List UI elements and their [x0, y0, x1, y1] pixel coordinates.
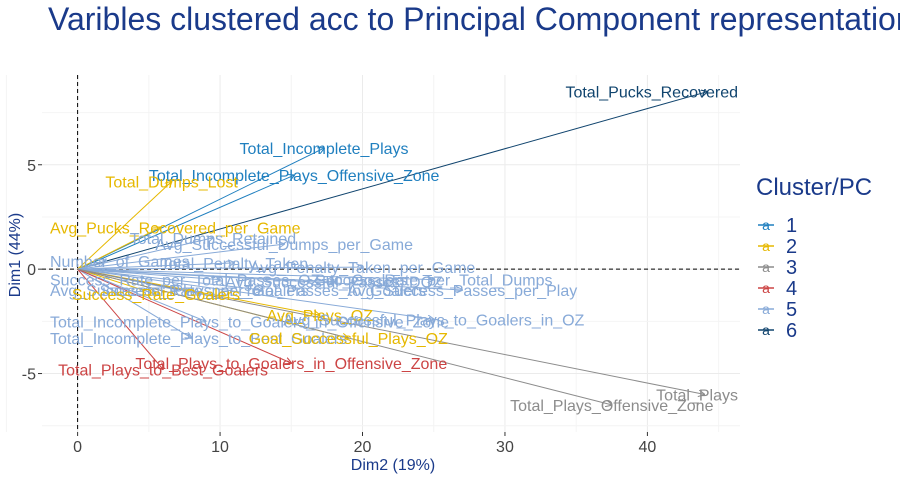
variable-label: Total_Plays_Offensive_Zone: [510, 398, 713, 415]
variable-arrow: [77, 268, 463, 290]
variable-arrow: [77, 268, 705, 394]
y-tick-label: 0: [27, 262, 36, 279]
x-tick-label: 30: [496, 439, 514, 456]
variable-label: Success_Rate_per_Total_Passes_OZ_to_Goal…: [50, 273, 408, 290]
variable-arrow: [77, 268, 192, 338]
variable-arrow: [77, 92, 708, 270]
variable-arrow: [77, 175, 295, 270]
variable-label: Total_Incomplete_Plays_Offensive_Zone: [149, 168, 440, 185]
variable-arrow: [77, 268, 206, 321]
axis-ticks: 0 10 20 30 40 -5 0 5: [22, 158, 657, 456]
y-axis-title: Dim1 (44%): [7, 213, 24, 297]
variable-label: Total_Plays_to_Goalers_in_Offensive_Zone: [135, 356, 447, 373]
variable-label: Avg_Penalty_Taken_per_Game: [250, 260, 476, 277]
variable-label: Avg_Successful_Plays_per_Goalers: [50, 283, 309, 300]
variable-label: Total_Penalty_Taken: [160, 256, 308, 273]
variable-arrow: [77, 227, 161, 270]
variable-label: Success_Rate_per_Total_Dumps: [315, 273, 552, 290]
legend-entry-label: 5: [786, 299, 797, 321]
legend-entry-label: 6: [786, 320, 797, 342]
variable-arrows: [77, 92, 708, 405]
variable-label: Total_Dumps_Lost: [105, 174, 238, 191]
variable-label: Success_Rate_Goalers: [72, 287, 240, 304]
variable-arrow: [77, 268, 434, 319]
variable-arrow: [77, 267, 363, 269]
variable-label: Total_Plays: [656, 387, 738, 404]
variable-label: Total_Incomplete_Plays_to_Best_Goalers: [50, 331, 347, 348]
variable-arrow: [77, 263, 235, 270]
variable-label: Total_Plays_to_Best_Goalers: [58, 362, 268, 379]
y-tick-label: -5: [22, 367, 36, 384]
variable-label: Avg_Successful_Dumps_per_Game: [155, 237, 413, 254]
variable-label: Avg_Pucks_Recovered_per_Game: [50, 220, 301, 237]
variable-label: Avg_Successful_Plays_to_Goalers_in_OZ: [283, 312, 584, 329]
variable-arrow: [77, 268, 434, 279]
variable-arrow: [77, 181, 172, 270]
plot-grid: [5, 75, 740, 432]
reference-lines: [42, 75, 740, 432]
legend-entry-label: 1: [786, 215, 797, 237]
variable-label: Total_Incomplete_Plays_to_Goalers_in_Off…: [50, 314, 449, 331]
chart-title: Varibles clustered acc to Principal Comp…: [48, 1, 900, 37]
variable-arrow: [77, 268, 263, 290]
variable-arrow: [77, 261, 106, 270]
variable-arrow: [77, 268, 612, 405]
legend: Cluster/PC a 1a 2a 3a 4a 5a 6: [756, 174, 872, 342]
x-tick-label: 10: [211, 439, 229, 456]
variable-labels: Total_Pucks_Recovered Total_Incomplete_Pl…: [50, 85, 738, 415]
variable-label: Total_Incomplete_Plays: [240, 141, 409, 158]
x-tick-label: 40: [639, 439, 657, 456]
variable-label: Goal_Successful_Plays_OZ: [249, 331, 448, 348]
y-tick-label: 5: [27, 158, 36, 175]
variable-arrow: [77, 268, 156, 294]
variable-label: Avg_Successful_Passes_DOZ: [225, 275, 443, 292]
variable-label: Total_Pucks_Recovered: [565, 85, 738, 102]
x-axis-title: Dim2 (19%): [351, 457, 435, 474]
variable-arrow: [77, 268, 163, 369]
legend-entry-label: 4: [786, 278, 797, 300]
variable-arrow: [77, 148, 324, 270]
x-tick-label: 20: [354, 439, 372, 456]
legend-entry-label: 3: [786, 257, 797, 279]
variable-label: Avg_Success_Passes_per_Play: [347, 283, 577, 300]
legend-entry-label: 2: [786, 236, 797, 258]
variable-label: Success_Rate_per_Total_Passes_to_Goalers: [100, 283, 426, 300]
variable-arrow: [77, 268, 292, 363]
variable-label: Number_of_Games: [50, 254, 190, 271]
variable-label: Total_Dumps_Retained: [130, 231, 296, 248]
legend-title: Cluster/PC: [756, 174, 872, 201]
variable-label: Avg_Plays_OZ: [267, 308, 374, 325]
variable-arrow: [77, 244, 285, 270]
x-tick-label: 0: [73, 439, 82, 456]
